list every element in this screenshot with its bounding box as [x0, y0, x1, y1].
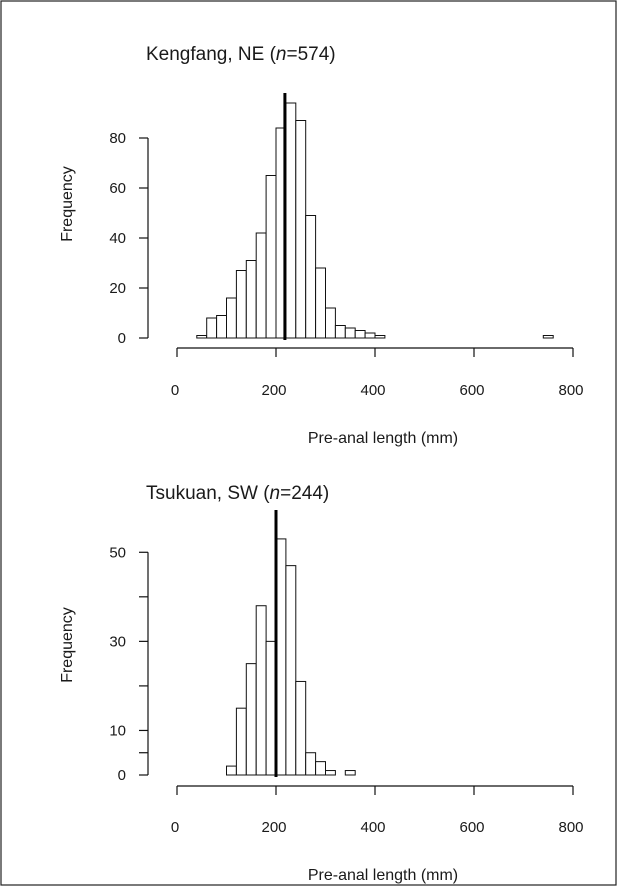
x-tick-label: 400 — [360, 819, 385, 836]
chart-title: Kengfang, NE (n=574) — [146, 44, 336, 65]
x-axis-label: Pre-anal length (mm) — [308, 430, 458, 447]
histogram-bar — [315, 267, 327, 339]
histogram-bar — [285, 102, 297, 339]
chart-title-n-symbol: n — [276, 44, 287, 65]
histogram-bar — [285, 565, 297, 776]
x-tick-label: 800 — [558, 819, 583, 836]
x-tick-label: 0 — [171, 819, 179, 836]
chart-title-prefix: Tsukuan, SW ( — [146, 483, 270, 504]
chart-title-prefix: Kengfang, NE ( — [146, 44, 277, 65]
histogram-bar — [354, 330, 366, 339]
y-tick-label: 0 — [118, 330, 126, 347]
histogram-bar — [245, 260, 257, 339]
x-tick-label: 600 — [459, 382, 484, 399]
histogram-panel-tsukuan: Tsukuan, SW (n=244) 0 200 400 600 800 0 10 30 50 P… — [59, 483, 584, 884]
histogram-bar — [305, 752, 317, 776]
y-axis-label: Frequency — [59, 166, 76, 242]
chart-title-n-symbol: n — [270, 483, 281, 504]
chart-title-suffix: =574) — [287, 44, 336, 65]
histogram-bar — [315, 761, 327, 776]
x-tick-label: 400 — [360, 382, 385, 399]
x-axis-label: Pre-anal length (mm) — [308, 867, 458, 884]
histogram-bar — [344, 770, 356, 776]
y-tick-label: 10 — [109, 722, 126, 739]
histogram-bar — [295, 680, 307, 776]
histogram-bar — [255, 232, 267, 339]
y-axis-label: Frequency — [59, 607, 76, 683]
y-tick-label: 0 — [118, 767, 126, 784]
y-tick-label: 60 — [109, 180, 126, 197]
y-tick-label: 30 — [109, 633, 126, 650]
histogram-bar — [305, 215, 317, 339]
histogram-bar — [334, 325, 346, 339]
histogram-bar — [344, 327, 356, 339]
histogram-bar — [226, 765, 237, 776]
histogram-bar — [226, 297, 237, 339]
x-tick-label: 600 — [459, 819, 484, 836]
histogram-bar — [374, 335, 386, 339]
histogram-bar — [255, 605, 267, 776]
histogram-bar — [325, 770, 336, 776]
histogram-bar — [216, 315, 228, 339]
histogram-bar — [295, 120, 307, 339]
x-tick-label: 200 — [261, 382, 286, 399]
histogram-panel-kengfang: Kengfang, NE (n=574) 0 200 400 600 800 0 20 40 60… — [59, 44, 584, 447]
histogram-bar — [364, 332, 376, 339]
histogram-bar — [245, 663, 257, 776]
y-tick-label: 20 — [109, 280, 126, 297]
x-tick-label: 800 — [558, 382, 583, 399]
histogram-bar — [325, 307, 336, 339]
y-tick-label: 50 — [109, 544, 126, 561]
chart-title-suffix: =244) — [280, 483, 329, 504]
histogram-bar — [235, 707, 247, 776]
histogram-bar — [196, 335, 208, 339]
y-tick-label: 80 — [109, 130, 126, 147]
histogram-bar — [542, 335, 554, 339]
histogram-bar — [206, 317, 218, 339]
x-tick-label: 200 — [261, 819, 286, 836]
y-tick-label: 40 — [109, 230, 126, 247]
histogram-bar — [265, 175, 277, 339]
x-tick-label: 0 — [171, 382, 179, 399]
histogram-bar — [235, 270, 247, 339]
chart-title: Tsukuan, SW (n=244) — [146, 483, 329, 504]
